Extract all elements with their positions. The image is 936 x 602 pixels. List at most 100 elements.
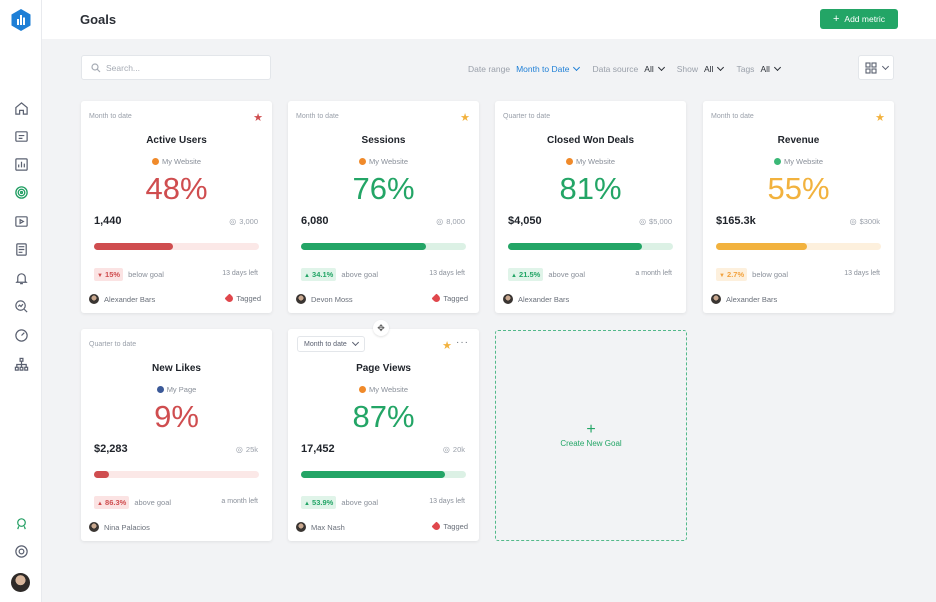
search-box[interactable]	[81, 55, 271, 80]
data-source: My Website	[288, 385, 479, 394]
alerts-icon[interactable]	[13, 270, 29, 286]
goal-card[interactable]: Month to date ··· ★ Page Views My Website 87%…	[288, 329, 479, 541]
layout-toggle-button[interactable]	[858, 55, 894, 80]
owner-name: Devon Moss	[311, 294, 353, 304]
tags-value: All	[760, 64, 770, 74]
goal-card[interactable]: Month to date ★ Revenue My Website 55% $165.3…	[703, 101, 894, 313]
top-bar: Goals + Add metric	[42, 0, 936, 39]
goal-owner: Alexander Bars	[711, 294, 777, 304]
help-icon[interactable]	[6, 510, 36, 536]
goal-card[interactable]: Quarter to date New Likes My Page 9% $2,283 ◎…	[81, 329, 272, 541]
show-select[interactable]: All	[704, 63, 725, 74]
page-title: Goals	[80, 12, 117, 27]
period-label: Month to date	[296, 113, 339, 120]
delta-info: ▼ 2.7% below goal	[716, 268, 788, 281]
progress-fill	[94, 471, 109, 478]
home-icon[interactable]	[13, 100, 29, 116]
tagged-label[interactable]: Tagged	[431, 521, 468, 532]
tags-select[interactable]: All	[760, 63, 781, 74]
date-range-select[interactable]: Month to Date	[516, 63, 581, 74]
search-input[interactable]	[106, 62, 256, 73]
target-label: $5,000	[649, 217, 672, 226]
target-icon: ◎	[235, 445, 243, 454]
source-icon	[151, 158, 159, 165]
goal-title: Sessions	[361, 135, 406, 146]
delta-text: above goal	[341, 270, 379, 279]
goal-card[interactable]: Month to date ★ Sessions My Website 76% 6,080…	[288, 101, 479, 313]
goals-icon[interactable]	[6, 179, 36, 205]
source-icon	[156, 386, 164, 393]
gauge-icon[interactable]	[13, 327, 29, 343]
target-icon: ◎	[436, 217, 444, 226]
arrow-icon: ▼	[97, 273, 103, 279]
goal-card[interactable]: Month to date ★ Active Users My Website 48% 1…	[81, 101, 272, 313]
delta-text: below goal	[128, 270, 164, 279]
target-label: 25k	[245, 445, 258, 454]
more-options-icon[interactable]: ···	[456, 337, 469, 348]
user-avatar[interactable]	[11, 573, 30, 592]
goal-title: Revenue	[777, 135, 820, 146]
create-new-goal-button[interactable]: + Create New Goal	[495, 330, 687, 541]
arrow-icon: ▼	[719, 273, 725, 279]
period-label: Month to date	[711, 113, 754, 120]
tagged-label[interactable]: Tagged	[431, 293, 468, 304]
data-source-select[interactable]: All	[644, 63, 665, 74]
data-source-value: All	[644, 64, 654, 74]
hierarchy-icon[interactable]	[13, 356, 29, 372]
tag-icon	[224, 293, 235, 304]
tagged-text: Tagged	[443, 294, 468, 303]
period-label: Quarter to date	[503, 113, 551, 120]
explore-icon[interactable]	[13, 298, 29, 314]
days-left: a month left	[635, 270, 672, 277]
video-icon[interactable]	[13, 213, 29, 229]
reports-icon[interactable]	[13, 156, 29, 172]
chevron-down-icon	[657, 63, 665, 72]
filter-bar: Date range Month to Date Data source All…	[468, 63, 793, 74]
current-value: $4,050	[508, 215, 542, 227]
target-icon: ◎	[442, 445, 450, 454]
star-icon[interactable]: ★	[460, 112, 470, 124]
arrow-icon: ▲	[511, 273, 517, 279]
source-name: My Website	[783, 157, 824, 166]
delta-text: above goal	[548, 270, 586, 279]
chevron-down-icon	[717, 63, 725, 72]
delta-badge: ▲ 86.3%	[94, 496, 130, 509]
progress-fill	[716, 243, 807, 250]
plus-icon: +	[586, 421, 596, 438]
move-handle-icon[interactable]: ✥	[373, 320, 389, 336]
source-icon	[565, 158, 573, 165]
delta-value: 34.1%	[312, 270, 334, 279]
goal-owner: Devon Moss	[296, 294, 353, 304]
target-value: ◎ $5,000	[639, 217, 672, 226]
goal-owner: Alexander Bars	[89, 294, 155, 304]
arrow-icon: ▲	[304, 501, 310, 507]
current-value: 1,440	[94, 215, 122, 227]
target-icon: ◎	[849, 217, 857, 226]
databoards-icon[interactable]	[13, 241, 29, 257]
owner-name: Max Nash	[311, 522, 345, 532]
star-icon[interactable]: ★	[253, 112, 263, 124]
period-dropdown[interactable]: Month to date	[297, 336, 365, 352]
chevron-down-icon	[881, 62, 889, 70]
owner-name: Nina Palacios	[104, 522, 150, 532]
dashboard-icon[interactable]	[13, 128, 29, 144]
days-left: 13 days left	[222, 270, 258, 277]
current-value: $165.3k	[716, 215, 756, 227]
date-range-value: Month to Date	[516, 64, 570, 74]
target-value: ◎ 8,000	[436, 217, 465, 226]
chevron-down-icon	[573, 63, 581, 72]
source-icon	[358, 158, 366, 165]
period-label: Month to date	[89, 113, 132, 120]
star-icon[interactable]: ★	[875, 112, 885, 124]
star-icon[interactable]: ★	[442, 340, 452, 352]
data-source: My Website	[81, 157, 272, 166]
tag-icon	[431, 293, 442, 304]
days-left: 13 days left	[844, 270, 880, 277]
target-label: 8,000	[446, 217, 465, 226]
add-metric-button[interactable]: + Add metric	[820, 9, 898, 29]
goal-card[interactable]: Quarter to date Closed Won Deals My Websit…	[495, 101, 686, 313]
support-icon[interactable]	[13, 543, 29, 559]
databox-logo-icon[interactable]	[11, 9, 31, 31]
create-new-goal-label: Create New Goal	[560, 439, 622, 448]
tagged-label[interactable]: Tagged	[224, 293, 261, 304]
